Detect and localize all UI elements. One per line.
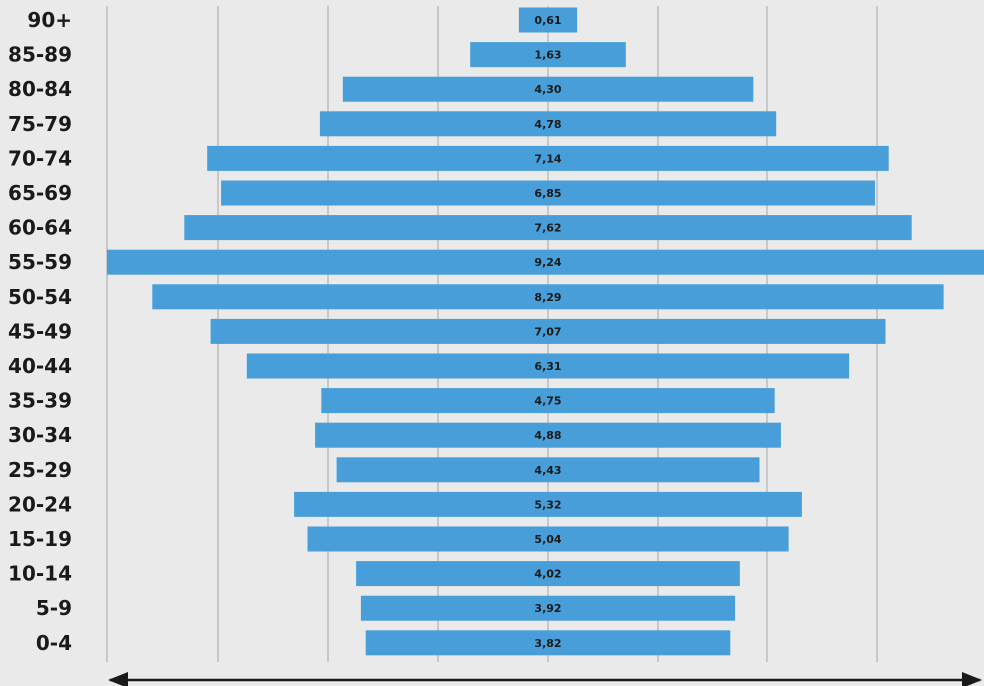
- category-labels: 90+ 85-89 80-84 75-79 70-74 65-69 60-64 55-59 50…: [8, 8, 72, 655]
- data-label: 4,78: [534, 118, 561, 131]
- category-label: 25-29: [8, 458, 72, 482]
- bar-20-24: [294, 491, 802, 517]
- category-label: 5-9: [36, 596, 72, 620]
- data-label: 0,61: [534, 14, 561, 27]
- bar-85-89: [470, 42, 626, 68]
- category-label: 0-4: [36, 631, 72, 655]
- bar-30-34: [315, 422, 781, 448]
- bar-70-74: [207, 145, 889, 171]
- bar-5-9: [360, 595, 736, 621]
- data-label: 7,07: [534, 325, 561, 338]
- category-label: 70-74: [8, 146, 72, 170]
- category-label: 15-19: [8, 527, 72, 551]
- data-label: 9,24: [534, 256, 561, 269]
- bar-25-29: [336, 457, 760, 483]
- data-label: 8,29: [534, 291, 561, 304]
- bars: 0,61 1,63 4,30 4,78 7,14 6,85 7,62 9,24 8,29 7,07…: [107, 7, 984, 656]
- bar-80-84: [342, 76, 754, 102]
- data-label: 5,04: [534, 533, 561, 546]
- bar-55-59: [107, 249, 984, 275]
- data-label: 3,82: [534, 637, 561, 650]
- bar-65-69: [221, 180, 876, 206]
- data-label: 4,02: [534, 568, 561, 581]
- category-label: 35-39: [8, 389, 72, 413]
- data-label: 4,75: [534, 395, 561, 408]
- bar-35-39: [321, 388, 775, 414]
- bar-90+: [518, 7, 578, 33]
- data-label: 7,14: [534, 152, 561, 165]
- data-label: 1,63: [534, 49, 561, 62]
- bar-50-54: [152, 284, 944, 310]
- data-label: 7,62: [534, 222, 561, 235]
- category-label: 40-44: [8, 354, 72, 378]
- category-label: 30-34: [8, 423, 72, 447]
- data-label: 6,85: [534, 187, 561, 200]
- bar-75-79: [319, 111, 777, 137]
- data-label: 4,88: [534, 429, 561, 442]
- bar-15-19: [307, 526, 789, 552]
- category-label: 50-54: [8, 285, 72, 309]
- category-label: 75-79: [8, 112, 72, 136]
- category-label: 10-14: [8, 562, 72, 586]
- category-label: 80-84: [8, 77, 72, 101]
- category-label: 85-89: [8, 43, 72, 67]
- data-label: 3,92: [534, 602, 561, 615]
- data-label: 6,31: [534, 360, 561, 373]
- bar-0-4: [365, 630, 731, 656]
- category-label: 65-69: [8, 181, 72, 205]
- data-label: 4,30: [534, 83, 561, 96]
- category-label: 20-24: [8, 492, 72, 516]
- bar-10-14: [356, 561, 740, 587]
- category-label: 90+: [27, 8, 72, 32]
- bar-60-64: [184, 215, 912, 241]
- bar-40-44: [246, 353, 850, 379]
- data-label: 4,43: [534, 464, 561, 477]
- data-label: 5,32: [534, 498, 561, 511]
- bar-45-49: [210, 318, 886, 344]
- category-label: 60-64: [8, 216, 72, 240]
- category-label: 45-49: [8, 319, 72, 343]
- category-label: 55-59: [8, 250, 72, 274]
